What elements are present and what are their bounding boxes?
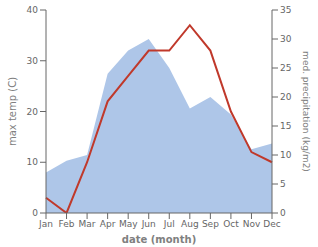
svg-text:30: 30 [280,34,292,44]
svg-text:10: 10 [27,157,39,167]
svg-text:Sep: Sep [202,219,219,229]
svg-text:10: 10 [280,150,292,160]
svg-text:20: 20 [280,92,292,102]
svg-text:0: 0 [32,208,38,218]
svg-text:med. precipitation (kg/m2): med. precipitation (kg/m2) [301,51,311,172]
svg-text:0: 0 [280,208,286,218]
svg-text:date (month): date (month) [122,234,196,245]
svg-text:Apr: Apr [100,219,116,229]
svg-text:max temp (C): max temp (C) [7,77,18,146]
svg-text:15: 15 [280,121,291,131]
svg-text:40: 40 [27,5,39,15]
svg-text:Nov: Nov [243,219,261,229]
svg-text:Feb: Feb [59,219,75,229]
svg-text:Aug: Aug [181,219,199,229]
svg-text:May: May [119,219,138,229]
svg-text:Jun: Jun [141,219,156,229]
svg-text:5: 5 [280,179,286,189]
svg-text:25: 25 [280,63,291,73]
svg-text:Dec: Dec [263,219,280,229]
svg-text:Jul: Jul [163,219,175,229]
svg-text:Oct: Oct [223,219,239,229]
svg-text:Jan: Jan [38,219,53,229]
svg-text:20: 20 [27,107,39,117]
svg-text:35: 35 [280,5,291,15]
svg-text:Mar: Mar [79,219,96,229]
svg-text:30: 30 [27,56,39,66]
